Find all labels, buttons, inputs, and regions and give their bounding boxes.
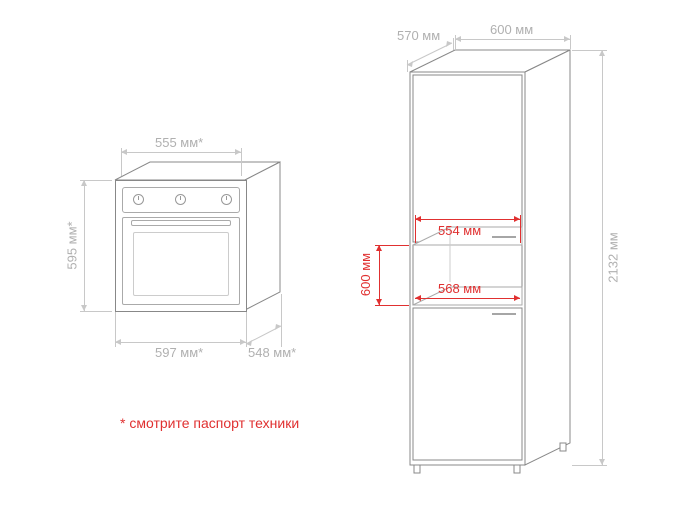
dim-line (121, 152, 241, 153)
dim-cab-height: 2132 мм (606, 232, 621, 282)
ext-line (572, 465, 607, 466)
dim-cab-inner-w: 554 мм (438, 223, 481, 238)
ext-line (407, 60, 408, 72)
arrow-icon (121, 149, 127, 155)
dim-cab-shelf-depth: 568 мм (438, 281, 481, 296)
oven-knob (221, 194, 232, 205)
ext-line (520, 215, 521, 243)
oven-control-panel (122, 187, 240, 213)
dim-line (602, 50, 603, 465)
dim-cab-width: 600 мм (490, 22, 533, 37)
dim-oven-inner-width: 555 мм* (155, 135, 203, 150)
oven-knob (133, 194, 144, 205)
dim-line (415, 298, 520, 299)
dim-line (455, 39, 570, 40)
oven-door (122, 217, 240, 305)
arrow-icon (235, 149, 241, 155)
oven-handle (131, 220, 231, 226)
arrow-icon (564, 36, 570, 42)
dim-cab-depth: 570 мм (397, 28, 440, 43)
dim-cab-opening-h: 600 мм (358, 253, 373, 296)
ext-line (241, 148, 242, 176)
dim-line (415, 219, 520, 220)
footnote-text: * смотрите паспорт техники (120, 415, 299, 431)
arrow-icon (376, 245, 382, 251)
ext-line (80, 311, 112, 312)
dim-oven-outer-width: 597 мм* (155, 345, 203, 360)
dim-line (84, 180, 85, 311)
arrow-icon (415, 295, 421, 301)
arrow-icon (376, 299, 382, 305)
arrow-icon (81, 305, 87, 311)
arrow-icon (599, 459, 605, 465)
dim-oven-depth: 548 мм* (248, 345, 296, 360)
arrow-icon (455, 36, 461, 42)
arrow-icon (514, 295, 520, 301)
arrow-icon (514, 216, 520, 222)
dim-line (379, 245, 380, 305)
arrow-icon (115, 339, 121, 345)
cabinet-iso-faces (410, 50, 580, 490)
oven-front-face (115, 180, 247, 312)
arrow-icon (599, 50, 605, 56)
arrow-icon (415, 216, 421, 222)
dim-oven-height: 595 мм* (65, 221, 80, 269)
ext-line (375, 305, 409, 306)
dim-line (115, 342, 246, 343)
oven-glass (133, 232, 229, 296)
arrow-icon (81, 180, 87, 186)
oven-knob (175, 194, 186, 205)
ext-line (453, 38, 454, 50)
ext-line (570, 35, 571, 49)
